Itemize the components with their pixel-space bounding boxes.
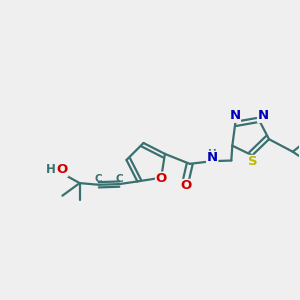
Text: C: C — [116, 174, 123, 184]
Text: H: H — [46, 164, 56, 176]
Text: S: S — [248, 155, 258, 169]
Text: N: N — [207, 152, 218, 164]
Text: O: O — [180, 179, 191, 192]
Text: H: H — [208, 149, 217, 159]
Text: C: C — [95, 175, 103, 184]
Text: O: O — [156, 172, 167, 185]
Text: O: O — [56, 164, 68, 176]
Text: N: N — [258, 109, 269, 122]
Text: N: N — [229, 109, 240, 122]
